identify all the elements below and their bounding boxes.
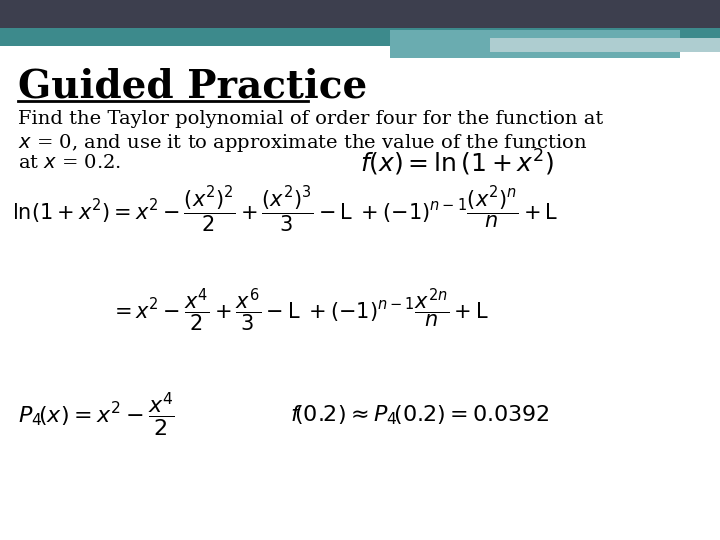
Text: $P_{4}\!\left(x\right)=x^{2}-\dfrac{x^{4}}{2}$: $P_{4}\!\left(x\right)=x^{2}-\dfrac{x^{4…	[18, 391, 175, 439]
Bar	[0, 28, 720, 46]
Bar	[490, 38, 720, 52]
Text: at $x$ = 0.2.: at $x$ = 0.2.	[18, 154, 121, 172]
Text: $x$ = 0, and use it to approximate the value of the function: $x$ = 0, and use it to approximate the v…	[18, 132, 587, 154]
Bar	[390, 30, 680, 58]
Text: $f\!\left(0.2\right)\approx P_{4}\!\left(0.2\right)=0.0392$: $f\!\left(0.2\right)\approx P_{4}\!\left…	[290, 403, 549, 427]
Text: Guided Practice: Guided Practice	[18, 68, 367, 106]
Text: $\ln\!\left(1+x^{2}\right)=x^{2}-\dfrac{\left(x^{2}\right)^{2}}{2}+\dfrac{\left(: $\ln\!\left(1+x^{2}\right)=x^{2}-\dfrac{…	[12, 185, 558, 235]
Text: Find the Taylor polynomial of order four for the function at: Find the Taylor polynomial of order four…	[18, 110, 603, 128]
Text: $=x^{2}-\dfrac{x^{4}}{2}+\dfrac{x^{6}}{3}-\mathrm{L}\;+(-1)^{n-1}\dfrac{x^{2n}}{: $=x^{2}-\dfrac{x^{4}}{2}+\dfrac{x^{6}}{3…	[110, 286, 489, 334]
Bar	[0, 0, 720, 28]
Text: $f\left(x\right)=\ln\left(1+x^{2}\right)$: $f\left(x\right)=\ln\left(1+x^{2}\right)…	[360, 148, 554, 178]
